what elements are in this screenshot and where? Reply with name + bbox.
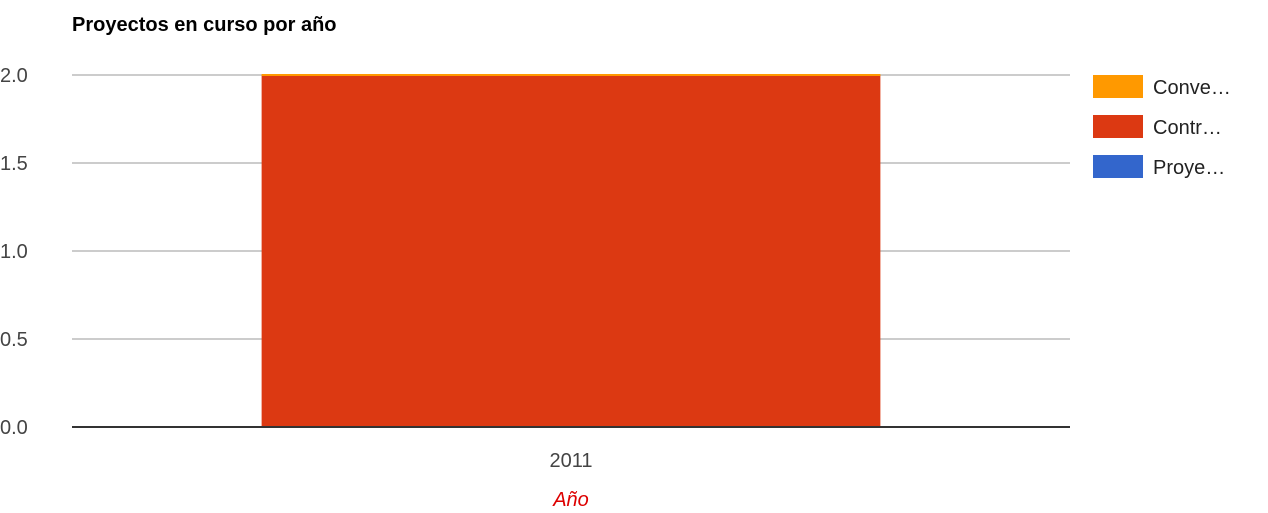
y-axis-ticks: 0.0 0.5 1.0 1.5 2.0 [0,65,28,439]
legend-item[interactable]: Conve… [1093,75,1231,99]
legend-label: Contr… [1153,117,1222,139]
legend-swatch [1093,155,1143,178]
bar-segment[interactable] [261,75,881,427]
x-axis-ticks: 2011 [549,450,592,472]
legend[interactable]: Conve… Contr… Proye… [1093,75,1231,179]
y-tick-label: 1.0 [0,241,28,263]
y-tick-label: 0.5 [0,329,28,351]
legend-label: Conve… [1153,77,1231,99]
chart-title: Proyectos en curso por año [72,14,337,36]
legend-swatch [1093,75,1143,98]
bars[interactable] [261,74,881,427]
legend-item[interactable]: Proye… [1093,155,1225,179]
y-tick-label: 2.0 [0,65,28,87]
legend-swatch [1093,115,1143,138]
y-tick-label: 0.0 [0,417,28,439]
legend-label: Proye… [1153,157,1225,179]
y-tick-label: 1.5 [0,153,28,175]
legend-item[interactable]: Contr… [1093,115,1222,139]
bar-segment-edge [261,74,881,76]
x-axis-label: Año [552,489,589,511]
x-tick-label: 2011 [549,450,592,472]
